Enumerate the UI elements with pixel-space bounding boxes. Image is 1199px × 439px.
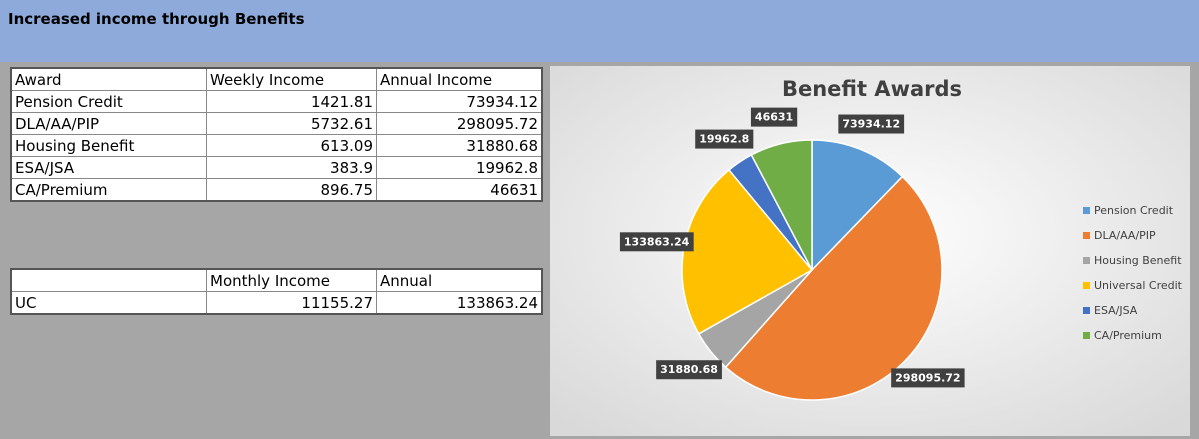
value-label: 298095.72 bbox=[895, 371, 960, 384]
legend-label: Housing Benefit bbox=[1094, 254, 1182, 267]
chart: Benefit Awards 73934.12 298095.72 31880.68… bbox=[550, 66, 1190, 436]
cell: 19962.8 bbox=[376, 156, 543, 179]
cell: 5732.61 bbox=[206, 112, 377, 135]
label-box bbox=[656, 360, 722, 380]
row: CA/Premium 896.75 46631 bbox=[10, 178, 543, 202]
data-label: 133863.24 bbox=[619, 232, 694, 252]
label-box bbox=[750, 107, 798, 127]
pie-slice bbox=[750, 139, 813, 271]
row: UC 11155.27 133863.24 bbox=[10, 291, 543, 315]
chart-title: Benefit Awards bbox=[782, 77, 962, 101]
cell: Pension Credit bbox=[10, 90, 207, 113]
cell: 383.9 bbox=[206, 156, 377, 179]
cell: 73934.12 bbox=[376, 90, 543, 113]
legend-label: CA/Premium bbox=[1094, 329, 1162, 342]
cell: Housing Benefit bbox=[10, 134, 207, 157]
table-awards: Award Weekly Income Annual Income Pension C… bbox=[10, 67, 543, 202]
legend-swatch bbox=[1083, 257, 1090, 264]
row: ESA/JSA 383.9 19962.8 bbox=[10, 156, 543, 179]
data-label: 19962.8 bbox=[695, 129, 754, 149]
row: Pension Credit 1421.81 73934.12 bbox=[10, 90, 543, 113]
cell: 1421.81 bbox=[206, 90, 377, 113]
legend-swatch bbox=[1083, 232, 1090, 239]
cell: DLA/AA/PIP bbox=[10, 112, 207, 135]
label-box bbox=[891, 368, 965, 388]
cell: Annual bbox=[376, 268, 543, 292]
data-label: 298095.72 bbox=[891, 368, 965, 388]
value-label: 73934.12 bbox=[842, 118, 900, 131]
cell: 31880.68 bbox=[376, 134, 543, 157]
cell: ESA/JSA bbox=[10, 156, 207, 179]
value-label: 133863.24 bbox=[624, 235, 690, 248]
cell: Award bbox=[10, 67, 207, 91]
cell: 613.09 bbox=[206, 134, 377, 157]
value-label: 19962.8 bbox=[699, 133, 749, 146]
cell: 11155.27 bbox=[206, 291, 377, 315]
legend-swatch bbox=[1083, 307, 1090, 314]
legend-swatch bbox=[1083, 282, 1090, 289]
value-label: 46631 bbox=[755, 111, 793, 124]
pie-slice bbox=[811, 139, 904, 272]
row: Housing Benefit 613.09 31880.68 bbox=[10, 134, 543, 157]
cell: Monthly Income bbox=[206, 268, 377, 292]
cell: Annual Income bbox=[376, 67, 543, 91]
legend-label: Universal Credit bbox=[1094, 279, 1183, 292]
value-label: 31880.68 bbox=[660, 363, 718, 376]
cell: 896.75 bbox=[206, 178, 377, 202]
cell: 46631 bbox=[376, 178, 543, 202]
cell: Weekly Income bbox=[206, 67, 377, 91]
cell: 133863.24 bbox=[376, 291, 543, 315]
cell: 298095.72 bbox=[376, 112, 543, 135]
legend-label: DLA/AA/PIP bbox=[1094, 229, 1156, 242]
legend-swatch bbox=[1083, 332, 1090, 339]
legend-label: Pension Credit bbox=[1094, 204, 1174, 217]
pie-slice bbox=[724, 175, 943, 401]
label-box bbox=[695, 129, 754, 149]
header-row: Award Weekly Income Annual Income bbox=[10, 67, 543, 91]
cell: UC bbox=[10, 291, 207, 315]
header-row: Monthly Income Annual bbox=[10, 268, 543, 292]
cell: CA/Premium bbox=[10, 178, 207, 202]
data-label: 31880.68 bbox=[656, 360, 722, 380]
label-box bbox=[838, 114, 905, 134]
data-label: 46631 bbox=[750, 107, 798, 127]
legend-swatch bbox=[1083, 207, 1090, 214]
table-uc: Monthly Income Annual UC 11155.27 133863.24 bbox=[10, 268, 543, 315]
legend-label: ESA/JSA bbox=[1094, 304, 1138, 317]
row: DLA/AA/PIP 5732.61 298095.72 bbox=[10, 112, 543, 135]
cell bbox=[10, 268, 207, 292]
header: Increased income through Benefits bbox=[0, 0, 1199, 62]
label-box bbox=[619, 232, 694, 252]
data-label: 73934.12 bbox=[838, 114, 905, 134]
header-title: Increased income through Benefits bbox=[8, 10, 305, 28]
